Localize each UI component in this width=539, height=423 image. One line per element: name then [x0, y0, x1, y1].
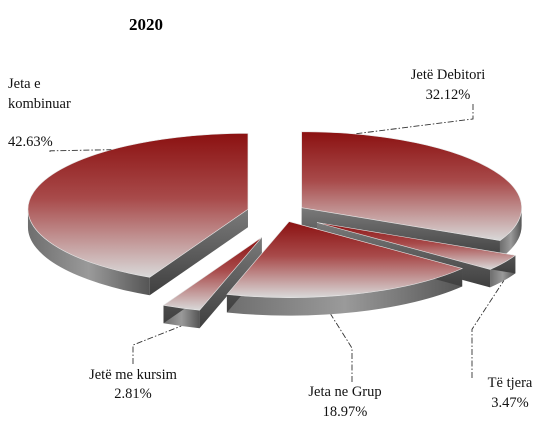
slice-wall-jeta-e-kombinuar — [149, 209, 248, 296]
leader-line-jeta-ne-grup — [330, 313, 353, 382]
leader-line-jeta-e-kombinuar — [49, 149, 112, 152]
leader-line-te-tjera — [471, 280, 505, 378]
label-jeta-ne-grup: Jeta ne Grup — [308, 384, 381, 400]
label-jete-me-kursim: Jetë me kursim — [89, 367, 178, 383]
slice-side-jete-debitori — [499, 207, 522, 259]
label-te-tjera: Të tjera — [488, 375, 533, 391]
value-jeta-ne-grup: 18.97% — [323, 404, 368, 420]
chart-title: 2020 — [129, 15, 163, 34]
slice-side-jeta-ne-grup — [226, 268, 463, 316]
slice-top-jete-me-kursim — [162, 237, 262, 311]
slice-top-jete-debitori — [301, 131, 522, 241]
slice-jeta-ne-grup — [226, 221, 464, 316]
leader-line-jete-debitori — [354, 104, 474, 135]
slice-jeta-e-kombinuar — [27, 132, 249, 296]
slice-jete-me-kursim — [162, 237, 262, 329]
slice-top-te-tjera — [316, 222, 517, 270]
slice-top-jeta-ne-grup — [226, 221, 464, 298]
value-jeta-e-kombinuar: 42.63% — [8, 134, 53, 150]
slice-top-jeta-e-kombinuar — [27, 132, 249, 278]
slice-side-jeta-e-kombinuar — [27, 209, 150, 296]
label-jete-debitori: Jetë Debitori — [411, 67, 486, 83]
leader-line-jete-me-kursim — [132, 325, 182, 364]
value-jete-debitori: 32.12% — [426, 87, 471, 103]
value-jete-me-kursim: 2.81% — [114, 386, 151, 402]
value-te-tjera: 3.47% — [491, 395, 528, 411]
label-jeta-e-kombinuar: Jeta e kombinuar — [8, 76, 71, 112]
